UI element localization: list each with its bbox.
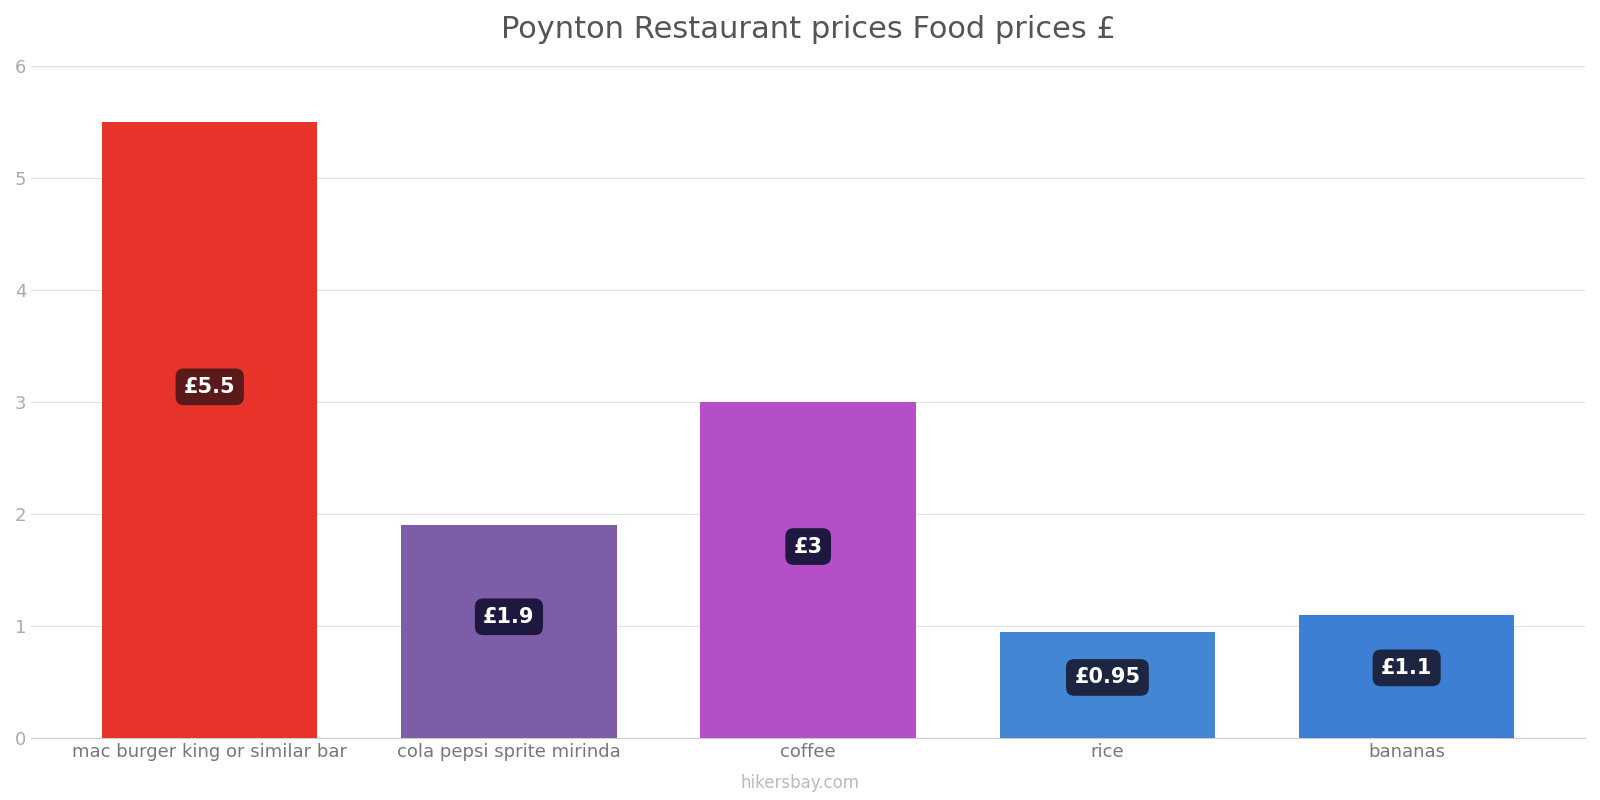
Bar bbox=[1000, 632, 1214, 738]
Text: £3: £3 bbox=[794, 537, 822, 557]
Title: Poynton Restaurant prices Food prices £: Poynton Restaurant prices Food prices £ bbox=[501, 15, 1115, 44]
Text: £5.5: £5.5 bbox=[184, 377, 235, 397]
Bar bbox=[402, 526, 616, 738]
Text: £1.1: £1.1 bbox=[1381, 658, 1432, 678]
Bar bbox=[701, 402, 915, 738]
Text: £1.9: £1.9 bbox=[483, 606, 534, 626]
Text: £0.95: £0.95 bbox=[1074, 667, 1141, 687]
Bar bbox=[1299, 615, 1514, 738]
Bar bbox=[102, 122, 317, 738]
Text: hikersbay.com: hikersbay.com bbox=[741, 774, 859, 792]
